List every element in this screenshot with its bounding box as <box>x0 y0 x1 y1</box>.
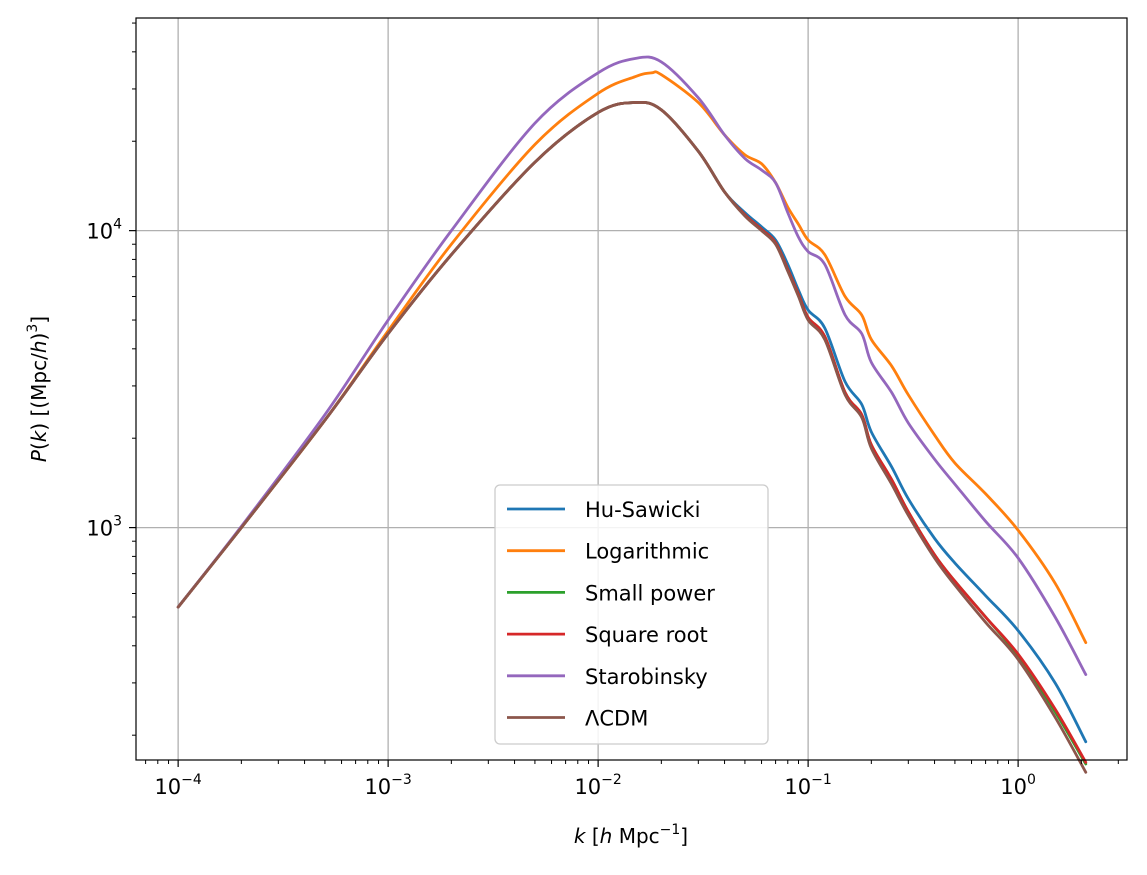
series-line-starobinsky <box>176 55 1088 676</box>
series-line-cdm <box>176 100 1088 774</box>
series-lines <box>176 55 1088 774</box>
legend-label: Small power <box>585 581 715 605</box>
legend-label: Logarithmic <box>585 540 709 564</box>
x-axis-label: k [h Mpc−1] <box>574 822 688 848</box>
legend-label: ΛCDM <box>585 707 648 731</box>
legend-label: Hu-Sawicki <box>585 498 700 522</box>
legend: Hu-Sawicki Logarithmic Small power Square r… <box>494 484 769 745</box>
y-tick-label: 103 <box>86 514 122 541</box>
plot-frame <box>135 17 1128 761</box>
legend-label: Starobinsky <box>585 665 708 689</box>
legend-box <box>494 484 769 745</box>
legend-label: Square root <box>585 623 708 647</box>
y-axis-label: P(k) [(Mpc/h)3] <box>25 316 51 462</box>
